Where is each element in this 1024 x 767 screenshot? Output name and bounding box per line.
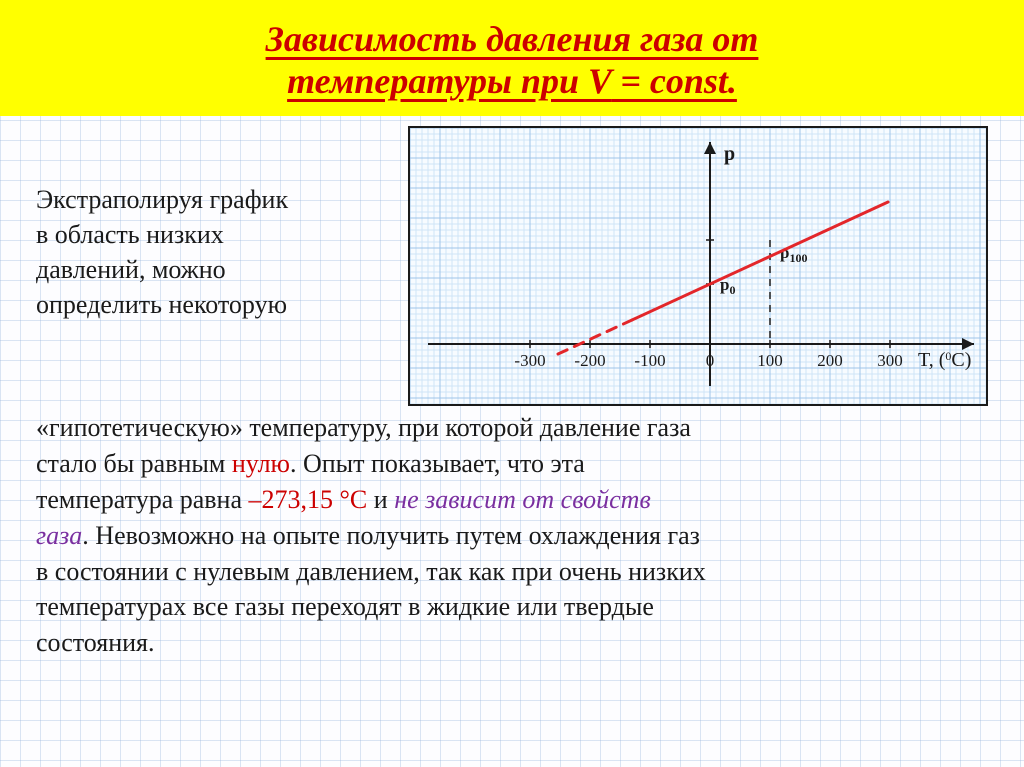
b-l2c: . Опыт показывает, что эта <box>290 449 585 478</box>
content-area: Экстраполируя график в область низких да… <box>0 116 1024 767</box>
page-title: Зависимость давления газа от температуры… <box>40 18 984 102</box>
svg-text:-100: -100 <box>634 351 665 370</box>
svg-text:p: p <box>724 143 735 165</box>
svg-text:100: 100 <box>757 351 783 370</box>
intro-l2: в область низких <box>36 220 224 249</box>
svg-text:200: 200 <box>817 351 843 370</box>
chart-wrap: -300-200-1000100200300T, (0C)pp0p100 <box>378 126 988 406</box>
svg-text:T, (0C): T, (0C) <box>918 349 971 371</box>
b-l7: состояния. <box>36 628 155 657</box>
svg-text:300: 300 <box>877 351 903 370</box>
b-l3c: и <box>367 485 394 514</box>
intro-text: Экстраполируя график в область низких да… <box>36 126 366 322</box>
body-text: «гипотетическую» температуру, при которо… <box>36 406 988 661</box>
title-band: Зависимость давления газа от температуры… <box>0 0 1024 116</box>
svg-text:-200: -200 <box>574 351 605 370</box>
chart-svg: -300-200-1000100200300T, (0C)pp0p100 <box>410 128 986 404</box>
b-l3d: не зависит от свойств <box>394 485 651 514</box>
b-l5: в состоянии с нулевым давлением, так как… <box>36 557 706 586</box>
b-l3b: –273,15 °С <box>249 485 368 514</box>
svg-text:0: 0 <box>706 351 715 370</box>
intro-l1: Экстраполируя график <box>36 185 288 214</box>
svg-text:-300: -300 <box>514 351 545 370</box>
intro-row: Экстраполируя график в область низких да… <box>36 126 988 406</box>
title-var: V <box>588 61 611 101</box>
b-l1: «гипотетическую» температуру, при которо… <box>36 413 691 442</box>
slide: Зависимость давления газа от температуры… <box>0 0 1024 767</box>
intro-l3: давлений, можно <box>36 255 226 284</box>
b-l4b: . Невозможно на опыте получить путем охл… <box>82 521 700 550</box>
b-l6: температурах все газы переходят в жидкие… <box>36 592 654 621</box>
b-l2b: нулю <box>232 449 290 478</box>
intro-l4: определить некоторую <box>36 290 287 319</box>
b-l3a: температура равна <box>36 485 249 514</box>
b-l2a: стало бы равным <box>36 449 232 478</box>
title-line2a: температуры при <box>287 61 588 101</box>
title-line2b: = const. <box>611 61 737 101</box>
title-line1: Зависимость давления газа от <box>266 19 759 59</box>
b-l4a: газа <box>36 521 82 550</box>
pressure-temperature-chart: -300-200-1000100200300T, (0C)pp0p100 <box>408 126 988 406</box>
